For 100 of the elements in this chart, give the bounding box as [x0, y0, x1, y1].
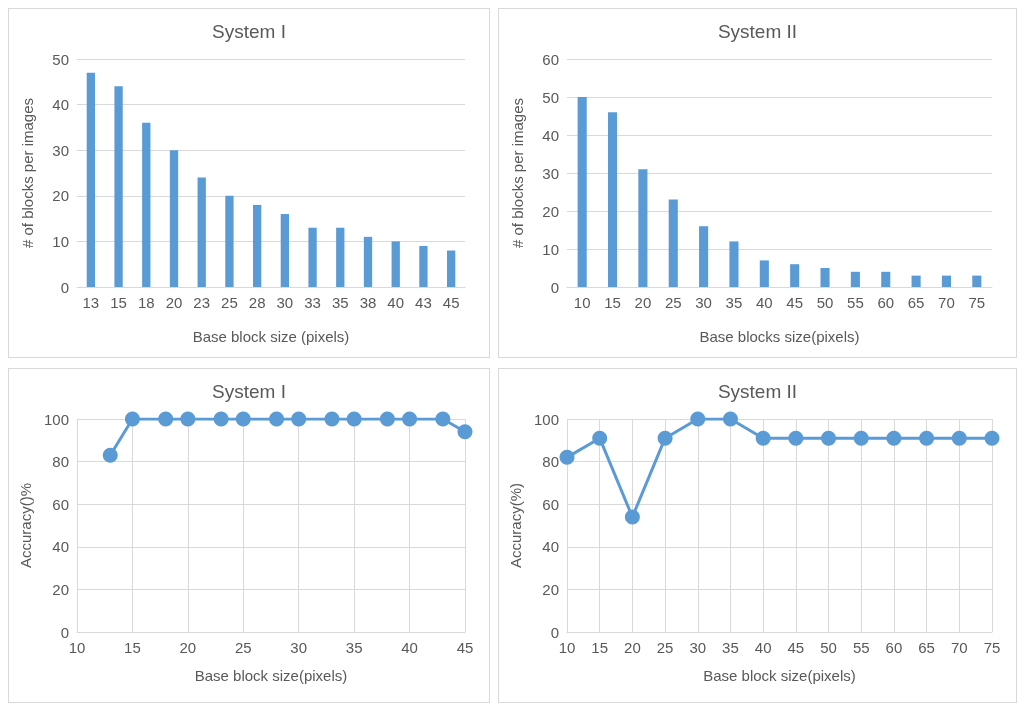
y-tick-label: 0: [550, 623, 559, 641]
point: [324, 411, 340, 427]
chart-title: System II: [717, 21, 798, 42]
point: [235, 411, 251, 427]
y-tick-label: 50: [52, 50, 69, 68]
point: [180, 411, 196, 427]
x-tick-label: 25: [221, 294, 238, 311]
bar: [759, 260, 769, 287]
point: [102, 447, 118, 463]
point: [919, 430, 935, 446]
x-tick-label: 60: [877, 294, 895, 311]
point: [213, 411, 229, 427]
bar: [142, 122, 151, 287]
y-tick-label: 30: [52, 141, 69, 159]
x-tick-label: 45: [786, 294, 804, 311]
x-tick-label: 45: [787, 639, 805, 656]
point: [346, 411, 362, 427]
x-axis-title: Base block size(pixels): [703, 667, 856, 684]
point: [821, 430, 837, 446]
y-tick-label: 60: [542, 495, 559, 513]
x-axis-title: Base block size(pixels): [194, 667, 348, 684]
chart-title: System II: [717, 381, 798, 402]
x-tick-label: 30: [276, 294, 294, 311]
y-tick-label: 40: [542, 126, 559, 144]
y-tick-label: 20: [542, 580, 559, 598]
bar: [638, 169, 648, 287]
y-tick-label: 60: [542, 50, 559, 68]
bar: [225, 195, 234, 287]
y-axis-title: Accuracy(%): [507, 482, 525, 569]
y-tick-label: 30: [542, 164, 559, 182]
y-axis-title: # of blocks per images: [19, 97, 36, 249]
x-tick-label: 25: [656, 639, 674, 656]
bar: [941, 275, 952, 287]
point: [435, 411, 451, 427]
x-tick-label: 60: [885, 639, 903, 656]
x-tick-label: 75: [968, 294, 986, 311]
x-tick-label: 40: [387, 294, 405, 311]
x-tick-label: 70: [938, 294, 955, 311]
x-tick-label: 30: [689, 639, 707, 656]
x-tick-label: 65: [918, 639, 935, 656]
x-tick-label: 15: [591, 639, 609, 656]
y-tick-label: 20: [52, 580, 69, 598]
point: [853, 430, 869, 446]
x-tick-label: 40: [755, 294, 773, 311]
y-tick-label: 50: [542, 88, 559, 106]
point: [984, 430, 1000, 446]
point: [755, 430, 771, 446]
bar: [972, 275, 982, 287]
x-tick-label: 45: [456, 639, 474, 656]
y-tick-label: 0: [550, 278, 559, 296]
x-tick-label: 65: [907, 294, 925, 311]
point: [402, 411, 418, 427]
chart-title: System I: [212, 21, 286, 42]
x-tick-label: 50: [816, 294, 834, 311]
y-tick-label: 60: [52, 495, 69, 513]
y-tick-label: 20: [542, 202, 559, 220]
x-tick-label: 30: [290, 639, 308, 656]
bar: [881, 271, 891, 287]
bar: [607, 112, 618, 287]
x-tick-label: 55: [852, 639, 870, 656]
x-tick-label: 18: [137, 294, 155, 311]
x-tick-label: 35: [345, 639, 363, 656]
bar: [391, 241, 400, 287]
point: [124, 411, 140, 427]
y-tick-label: 0: [60, 278, 69, 296]
x-tick-label: 23: [193, 294, 211, 311]
y-tick-label: 80: [542, 453, 559, 471]
bar: [363, 236, 373, 287]
bar: [729, 241, 739, 287]
bar: [336, 227, 345, 287]
point: [158, 411, 174, 427]
bar: [280, 214, 290, 287]
bar: [114, 86, 123, 287]
x-axis-title: Base block size (pixels): [192, 328, 350, 345]
point: [788, 430, 804, 446]
y-tick-label: 40: [52, 96, 69, 114]
x-tick-label: 45: [442, 294, 460, 311]
x-tick-label: 50: [820, 639, 837, 656]
point: [592, 430, 608, 446]
x-tick-label: 20: [634, 294, 652, 311]
bar: [197, 177, 206, 287]
x-tick-label: 33: [304, 294, 321, 311]
point: [886, 430, 902, 446]
x-tick-label: 20: [165, 294, 183, 311]
y-tick-label: 40: [52, 538, 69, 556]
y-tick-label: 100: [533, 410, 559, 428]
bar: [699, 226, 709, 287]
x-tick-label: 20: [624, 639, 641, 656]
bar: [668, 199, 678, 287]
y-tick-label: 20: [52, 187, 69, 205]
y-tick-label: 0: [60, 623, 69, 641]
x-tick-label: 43: [415, 294, 432, 311]
y-tick-label: 10: [542, 240, 559, 258]
y-axis-title: Accuracy()%: [17, 482, 35, 569]
x-tick-label: 15: [604, 294, 621, 311]
chart-title: System I: [212, 381, 286, 402]
bar: [308, 227, 317, 287]
x-tick-label: 35: [725, 294, 743, 311]
x-tick-label: 15: [110, 294, 127, 311]
bar: [790, 264, 800, 287]
